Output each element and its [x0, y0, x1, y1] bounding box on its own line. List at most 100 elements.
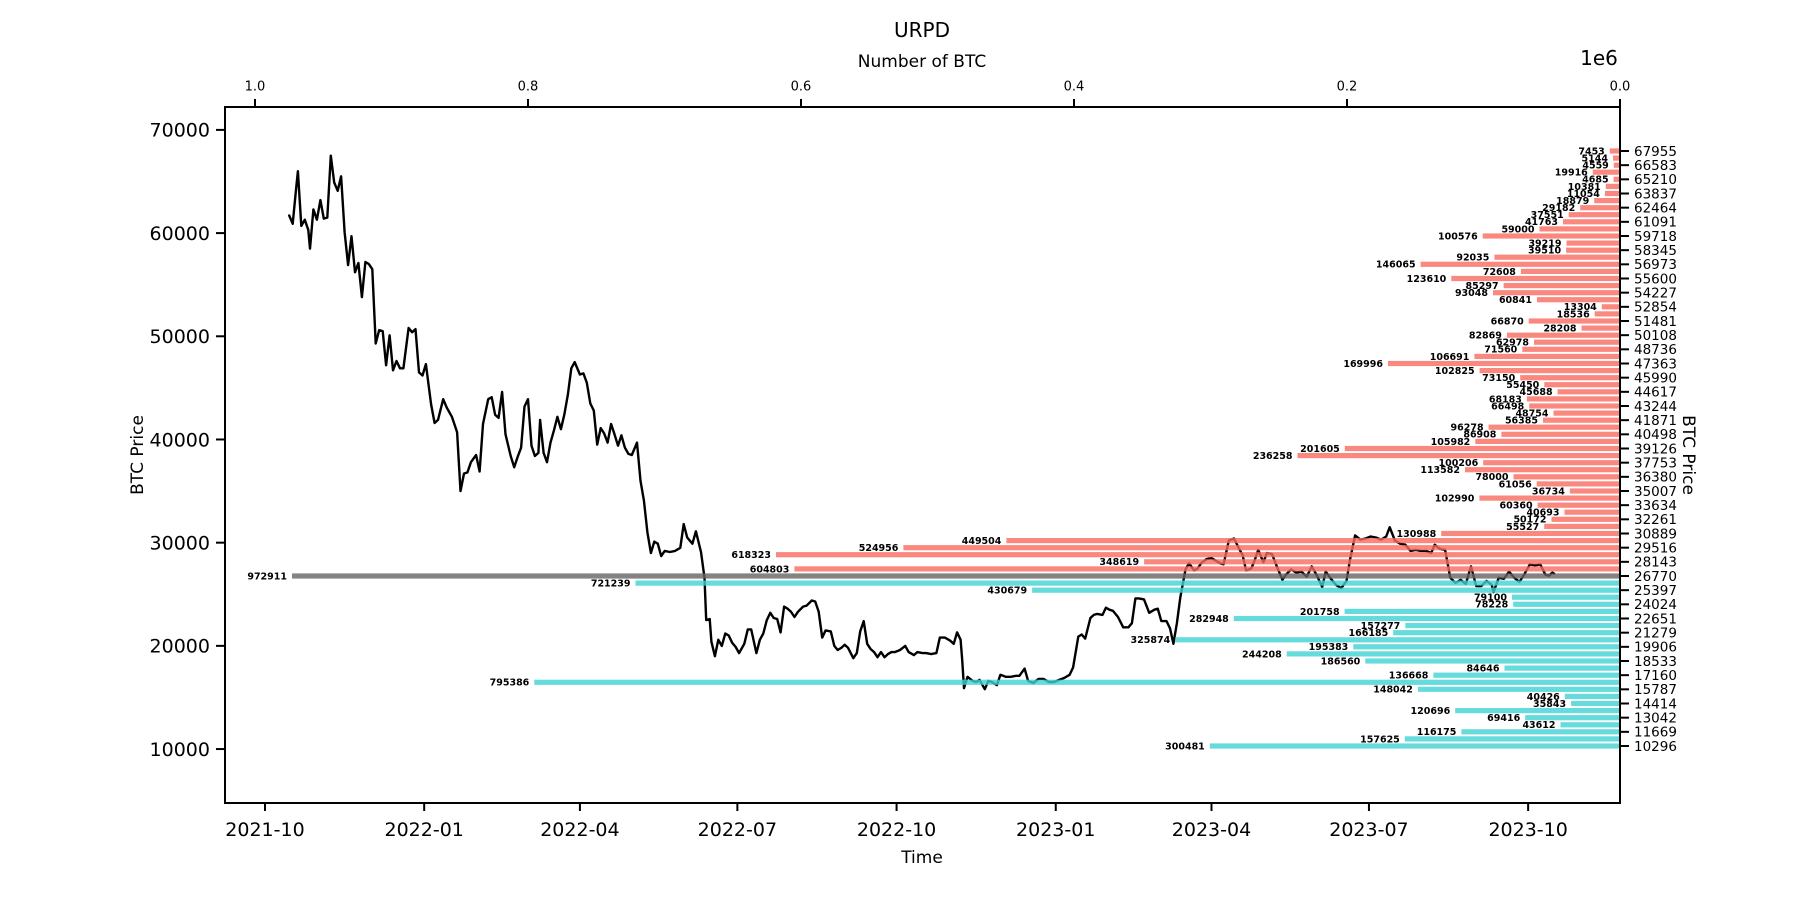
right-axis-tick-label: 15787 [1634, 682, 1677, 698]
supply-bar-above [1529, 403, 1620, 409]
bar-value-label: 201758 [1300, 607, 1340, 618]
bar-value-label: 100576 [1438, 231, 1478, 242]
bar-value-label: 130988 [1397, 529, 1437, 540]
bar-value-label: 78000 [1475, 472, 1508, 483]
bar-value-label: 102825 [1435, 366, 1475, 377]
bar-value-label: 186560 [1321, 656, 1361, 667]
top-axis-offset-text: 1e6 [1580, 46, 1618, 70]
supply-bar-above [1522, 346, 1620, 352]
right-axis-tick-label: 40498 [1634, 427, 1677, 443]
bar-value-label: 106691 [1430, 352, 1470, 363]
bar-value-label: 721239 [591, 579, 631, 590]
top-axis-tick-label: 0.6 [791, 80, 812, 95]
bar-value-label: 430679 [987, 586, 1027, 597]
supply-bar-below [1560, 722, 1620, 728]
bar-value-label: 50172 [1513, 515, 1546, 526]
bar-value-label: 449504 [962, 536, 1002, 547]
bar-value-label: 19916 [1555, 168, 1588, 179]
bar-value-label: 348619 [1099, 557, 1139, 568]
left-axis-tick-label: 60000 [150, 223, 210, 245]
supply-bar-above [1479, 495, 1620, 501]
bars-layer [292, 148, 1620, 749]
bar-value-label: 325874 [1131, 635, 1171, 646]
bar-value-label: 795386 [490, 678, 530, 689]
right-axis-tick-label: 18533 [1634, 654, 1677, 670]
bottom-axis-tick-label: 2022-07 [698, 819, 777, 841]
bar-value-label: 157625 [1360, 734, 1400, 745]
right-axis-tick-label: 67955 [1634, 144, 1677, 160]
supply-bar-above [1594, 198, 1620, 204]
bar-value-label: 116175 [1417, 727, 1457, 738]
right-axis-tick-label: 41871 [1634, 413, 1677, 429]
supply-bar-above [1528, 318, 1620, 324]
bar-value-label: 5144 [1582, 154, 1609, 165]
bar-value-label: 166185 [1349, 628, 1389, 639]
left-axis-label: BTC Price [128, 415, 148, 495]
supply-bar-above [1594, 311, 1620, 317]
supply-bar-below [1344, 608, 1620, 614]
bar-value-label: 72608 [1483, 267, 1516, 278]
supply-bar-above [1613, 176, 1620, 182]
top-axis-tick-label: 0.2 [1337, 80, 1358, 95]
bar-value-label: 195383 [1309, 642, 1349, 653]
supply-bar-below [1571, 700, 1620, 707]
plot-border [224, 106, 1621, 804]
right-axis-tick-label: 32261 [1634, 512, 1677, 528]
bar-value-label: 105982 [1431, 437, 1471, 448]
supply-bar-above [1479, 368, 1620, 374]
bar-value-label: 43612 [1522, 720, 1555, 731]
bar-value-label: 59000 [1501, 224, 1534, 235]
supply-bar-below [1512, 594, 1620, 600]
left-axis-tick-label: 70000 [150, 120, 210, 142]
bottom-axis-label: Time [901, 848, 943, 868]
supply-bar-below [1209, 743, 1620, 749]
bar-value-label: 282948 [1189, 614, 1229, 625]
right-axis-tick-label: 11669 [1634, 725, 1677, 741]
right-axis-tick-label: 59718 [1634, 229, 1677, 245]
supply-bar-below [1417, 686, 1620, 692]
supply-bar-above [1520, 375, 1620, 381]
supply-bar-above [1526, 396, 1620, 402]
bar-value-label: 169996 [1343, 359, 1383, 370]
bottom-axis-tick-label: 2022-04 [540, 819, 619, 841]
bar-value-label: 37551 [1531, 210, 1564, 221]
bar-value-label: 93048 [1455, 288, 1488, 299]
right-axis-tick-label: 55600 [1634, 271, 1677, 287]
bar-value-label: 13304 [1564, 302, 1597, 313]
supply-bar-above [1544, 382, 1620, 388]
supply-bar-above [1513, 474, 1620, 480]
bar-value-label: 78228 [1475, 600, 1508, 611]
supply-bar-above [1605, 183, 1620, 189]
top-axis-tick-label: 1.0 [245, 80, 266, 95]
bar-value-label: 7453 [1578, 146, 1604, 157]
right-axis-tick-label: 29516 [1634, 541, 1677, 557]
bar-value-label: 236258 [1253, 451, 1293, 462]
bar-value-label: 148042 [1373, 685, 1413, 696]
right-axis-tick-label: 33634 [1634, 498, 1677, 514]
supply-bar-above [1482, 233, 1620, 239]
right-axis-tick-label: 62464 [1634, 201, 1677, 217]
bottom-axis-tick-label: 2022-01 [384, 819, 463, 841]
supply-bar-above [1388, 360, 1620, 367]
bar-value-label: 18536 [1557, 309, 1590, 320]
bar-value-label: 157277 [1361, 621, 1401, 632]
supply-bar-below [1032, 587, 1620, 593]
bar-value-label: 201605 [1300, 444, 1340, 455]
supply-bar-above [1494, 254, 1620, 260]
right-axis-tick-label: 51481 [1634, 314, 1677, 330]
right-axis-tick-label: 17160 [1634, 668, 1677, 684]
supply-bar-above [1344, 445, 1620, 452]
supply-bar-above [1420, 261, 1620, 267]
bottom-axis-tick-label: 2023-04 [1172, 819, 1251, 841]
supply-bar-below [1504, 665, 1620, 671]
supply-bar-above [1536, 481, 1620, 487]
top-axis-tick-label: 0.0 [1610, 80, 1631, 95]
right-axis-tick-label: 30889 [1634, 526, 1677, 542]
bar-value-label: 68183 [1489, 394, 1522, 405]
top-axis-tick-label: 0.8 [518, 80, 539, 95]
bar-value-label: 10381 [1568, 182, 1601, 193]
supply-bar-above [1493, 290, 1620, 296]
supply-bar-above [1569, 488, 1620, 494]
